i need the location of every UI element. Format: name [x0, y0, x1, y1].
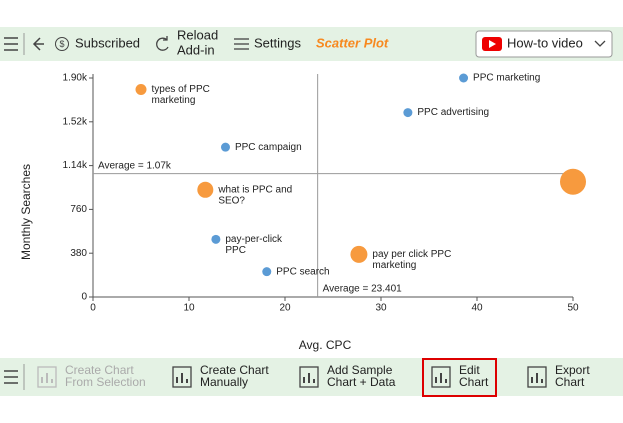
point	[350, 245, 368, 263]
button-icon	[172, 366, 192, 388]
icon-glyph	[435, 373, 447, 383]
point	[220, 142, 230, 152]
y-tick-label: 760	[70, 204, 87, 215]
point-label: pay-per-click	[225, 234, 283, 245]
subscribed-button[interactable]: $ Subscribed	[55, 35, 141, 51]
app-title: Scatter Plot	[316, 35, 389, 50]
settings-button[interactable]: Settings	[234, 35, 301, 50]
point-label: PPC search	[276, 266, 329, 277]
button-label: Chart	[459, 375, 489, 389]
button-icon	[431, 366, 451, 388]
x-tick-label: 40	[471, 303, 483, 314]
button-label: Export	[555, 363, 590, 377]
y-tick-label: 380	[70, 248, 87, 259]
video-dropdown[interactable]: How-to video	[475, 30, 613, 58]
bottom-toolbar	[0, 358, 623, 396]
y-axis-label: Monthly Searches	[19, 164, 33, 260]
button-label: Chart	[555, 375, 585, 389]
button-label: Edit	[459, 363, 480, 377]
button-label: From Selection	[65, 375, 146, 389]
button-label: Create Chart	[200, 363, 269, 377]
reload-label: Reload	[177, 27, 218, 42]
reload-label: Add-in	[177, 42, 215, 57]
dropdown-arrow	[594, 40, 606, 47]
point-label: what is PPC and	[217, 184, 292, 195]
reload-button[interactable]: Reload Add-in	[156, 27, 219, 57]
point	[211, 234, 221, 244]
x-tick-label: 20	[279, 303, 291, 314]
y-tick-label: 1.90k	[63, 73, 88, 84]
y-tick-label: 1.14k	[63, 160, 88, 171]
point-label: pay per click PPC	[372, 249, 451, 260]
dropdown-box	[475, 30, 613, 58]
point-label: PPC campaign	[235, 142, 302, 153]
point	[403, 108, 413, 118]
settings-icon	[234, 38, 249, 50]
point-label: PPC marketing	[473, 73, 540, 84]
point-label: types of PPC	[152, 84, 210, 95]
point	[135, 84, 147, 96]
video-label: How-to video	[507, 35, 583, 50]
point	[560, 168, 586, 195]
button-label: Create Chart	[65, 363, 134, 377]
point-label: PPC advertising	[417, 107, 489, 118]
icon-glyph	[41, 373, 53, 383]
button-icon	[527, 366, 547, 388]
point	[459, 73, 469, 83]
subscribed-icon	[55, 37, 69, 51]
selected-outline	[422, 358, 497, 397]
subscribed-label: Subscribed	[75, 35, 140, 50]
button-label: Add Sample	[327, 363, 393, 377]
play-glyph	[489, 40, 496, 48]
point-label: SEO?	[218, 195, 245, 206]
point	[262, 267, 272, 277]
button-icon	[37, 366, 57, 388]
point-label: marketing	[372, 260, 416, 271]
back-button[interactable]	[32, 37, 44, 51]
x-tick-label: 0	[90, 303, 96, 314]
average-label: Average = 1.07k	[98, 160, 172, 171]
settings-label: Settings	[254, 35, 301, 50]
icon-glyph	[176, 373, 188, 383]
x-tick-label: 50	[567, 303, 579, 314]
y-tick-label: 0	[81, 292, 87, 303]
icon-glyph	[303, 373, 315, 383]
point-label: PPC	[225, 245, 246, 256]
x-tick-label: 10	[183, 303, 195, 314]
point	[197, 181, 214, 198]
menu-button[interactable]	[4, 370, 18, 384]
average-label: Average = 23.401	[323, 284, 402, 295]
chart: 0 380 760 1.14k 1.52k 1.90k 0 10 20 30 40 50 Avg. CP…	[19, 73, 586, 352]
button-label: Chart + Data	[327, 375, 396, 389]
y-tick-label: 1.52k	[63, 116, 88, 127]
button-icon	[299, 366, 319, 388]
reload-icon	[156, 36, 169, 51]
icon-glyph: $	[59, 39, 64, 49]
menu-button[interactable]	[4, 37, 18, 51]
point-label: marketing	[152, 95, 196, 106]
button-label: Manually	[200, 375, 248, 389]
x-tick-label: 30	[375, 303, 387, 314]
x-axis-label: Avg. CPC	[299, 338, 352, 352]
icon-glyph	[531, 373, 543, 383]
